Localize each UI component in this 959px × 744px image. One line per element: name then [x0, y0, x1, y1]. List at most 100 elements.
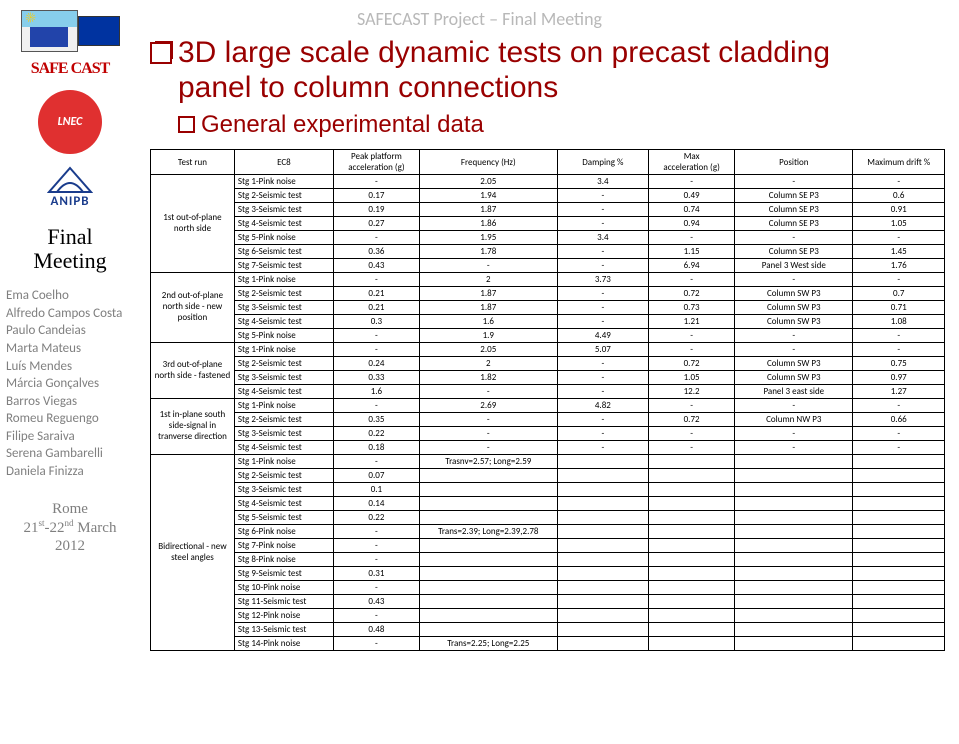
data-cell: - — [333, 525, 419, 539]
data-cell — [853, 511, 945, 525]
data-cell: - — [333, 231, 419, 245]
data-cell: 1.05 — [853, 217, 945, 231]
data-cell — [853, 595, 945, 609]
title-line1: 3D large scale dynamic tests on precast … — [178, 36, 830, 69]
data-cell: 1.87 — [419, 301, 557, 315]
th-testrun: Test run — [151, 150, 235, 175]
data-cell — [735, 539, 853, 553]
table-row: Stg 3-Seismic test0.211.87-0.73Column SW… — [151, 301, 945, 315]
data-cell: - — [419, 385, 557, 399]
author-name: Barros Viegas — [6, 393, 140, 411]
table-row: Stg 2-Seismic test0.07 — [151, 469, 945, 483]
data-cell: 0.31 — [333, 567, 419, 581]
data-cell: 2 — [419, 357, 557, 371]
data-cell: - — [333, 455, 419, 469]
final-line1: Final — [0, 225, 140, 249]
data-cell: 1.9 — [419, 329, 557, 343]
data-cell: Stg 7-Pink noise — [234, 539, 333, 553]
table-row: Stg 4-Seismic test0.14 — [151, 497, 945, 511]
table-row: Stg 4-Seismic test0.31.6-1.21Column SW P… — [151, 315, 945, 329]
th-freq: Frequency (Hz) — [419, 150, 557, 175]
data-cell: Stg 5-Seismic test — [234, 511, 333, 525]
data-cell: - — [557, 287, 648, 301]
table-row: 1st out-of-plane north sideStg 1-Pink no… — [151, 175, 945, 189]
data-cell: - — [649, 231, 735, 245]
table-row: Stg 4-Seismic test0.18----- — [151, 441, 945, 455]
data-cell: 6.94 — [649, 259, 735, 273]
data-cell: 1.95 — [419, 231, 557, 245]
rome-year: 2012 — [0, 537, 140, 555]
data-cell: - — [853, 343, 945, 357]
table-row: Stg 10-Pink noise- — [151, 581, 945, 595]
table-row: Stg 4-Seismic test0.271.86-0.94Column SE… — [151, 217, 945, 231]
table-row: Stg 7-Seismic test0.43--6.94Panel 3 West… — [151, 259, 945, 273]
data-cell — [735, 483, 853, 497]
data-cell — [649, 525, 735, 539]
data-cell: - — [853, 175, 945, 189]
data-cell: 1.87 — [419, 287, 557, 301]
table-header-row: Test run EC8 Peak platformacceleration (… — [151, 150, 945, 175]
data-cell: - — [557, 315, 648, 329]
meeting-date: Rome 21st-22nd March 2012 — [0, 500, 140, 555]
data-cell: - — [735, 273, 853, 287]
th-max: Maxacceleration (g) — [649, 150, 735, 175]
data-cell: - — [333, 399, 419, 413]
data-cell — [419, 497, 557, 511]
table-row: Stg 3-Seismic test0.191.87-0.74Column SE… — [151, 203, 945, 217]
th-drift: Maximum drift % — [853, 150, 945, 175]
table-row: Stg 5-Pink noise-1.94.49--- — [151, 329, 945, 343]
data-cell — [419, 469, 557, 483]
data-cell: 1.6 — [419, 315, 557, 329]
data-cell — [419, 539, 557, 553]
table-row: Stg 2-Seismic test0.171.94-0.49Column SE… — [151, 189, 945, 203]
data-cell — [735, 595, 853, 609]
data-cell: 1.15 — [649, 245, 735, 259]
data-cell: Stg 3-Seismic test — [234, 203, 333, 217]
table-row: Stg 7-Pink noise- — [151, 539, 945, 553]
data-cell: - — [649, 175, 735, 189]
table-row: 1st in-plane south side-signal in tranve… — [151, 399, 945, 413]
data-cell: 0.35 — [333, 413, 419, 427]
final-meeting-title: Final Meeting — [0, 225, 140, 273]
data-cell: Column SE P3 — [735, 189, 853, 203]
data-cell: 0.7 — [853, 287, 945, 301]
date-nd: nd — [65, 518, 74, 528]
table-row: Stg 2-Seismic test0.242-0.72Column SW P3… — [151, 357, 945, 371]
data-cell: 0.91 — [853, 203, 945, 217]
data-cell: - — [333, 637, 419, 651]
data-cell: - — [557, 203, 648, 217]
table-row: Stg 12-Pink noise- — [151, 609, 945, 623]
data-cell: 4.49 — [557, 329, 648, 343]
data-cell: Stg 6-Seismic test — [234, 245, 333, 259]
data-cell — [853, 623, 945, 637]
data-cell: 0.43 — [333, 595, 419, 609]
data-cell: 0.07 — [333, 469, 419, 483]
table-row: Stg 3-Seismic test0.331.82-1.05Column SW… — [151, 371, 945, 385]
data-cell: Stg 13-Seismic test — [234, 623, 333, 637]
data-cell: 0.94 — [649, 217, 735, 231]
data-cell: 2.69 — [419, 399, 557, 413]
table-row: Bidirectional - new steel anglesStg 1-Pi… — [151, 455, 945, 469]
lnec-text: LNEC — [58, 115, 83, 129]
data-cell: Stg 2-Seismic test — [234, 469, 333, 483]
data-cell — [557, 553, 648, 567]
data-cell: 0.6 — [853, 189, 945, 203]
data-cell: - — [419, 259, 557, 273]
author-name: Paulo Candeias — [6, 322, 140, 340]
author-name: Filipe Saraiva — [6, 428, 140, 446]
data-cell: - — [853, 273, 945, 287]
anipb-logo: ANIPB — [0, 166, 140, 209]
safecast-text: SAFE CAST — [31, 60, 110, 77]
testrun-cell: 1st in-plane south side-signal in tranve… — [151, 399, 235, 455]
data-cell: - — [419, 427, 557, 441]
th-peak: Peak platformacceleration (g) — [333, 150, 419, 175]
data-cell: Stg 1-Pink noise — [234, 455, 333, 469]
data-cell: - — [853, 427, 945, 441]
data-cell: - — [649, 441, 735, 455]
data-cell — [649, 497, 735, 511]
data-cell — [853, 469, 945, 483]
data-cell: 0.71 — [853, 301, 945, 315]
data-cell — [649, 483, 735, 497]
subtitle: General experimental data — [178, 111, 950, 139]
data-cell: 12.2 — [649, 385, 735, 399]
